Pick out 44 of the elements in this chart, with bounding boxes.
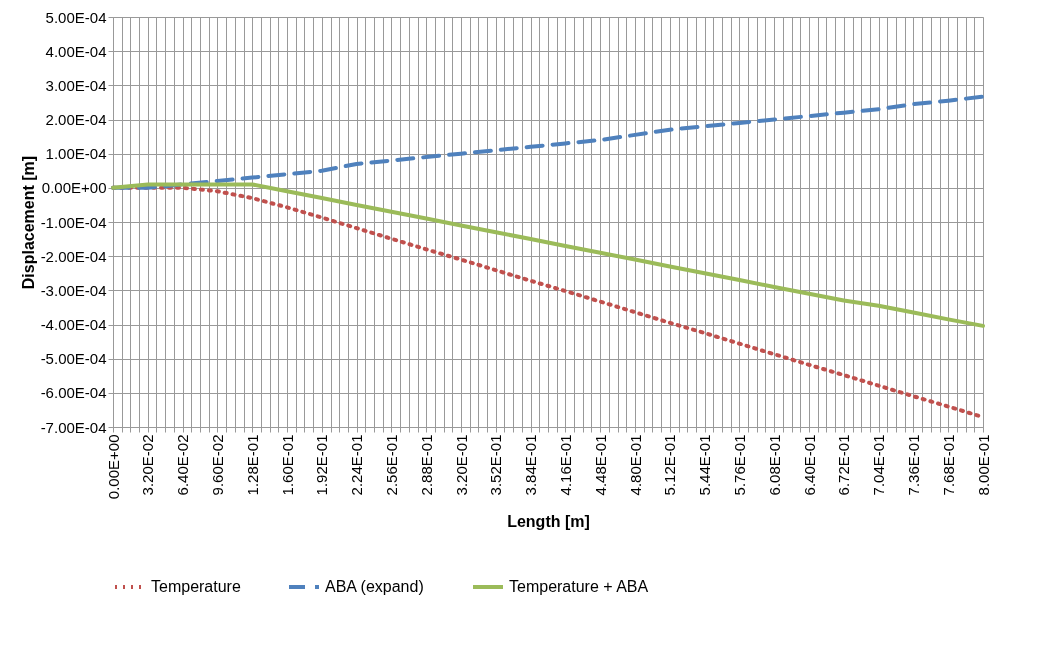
x-tick-label: 8.00E-01 — [974, 434, 992, 496]
x-tick-label: 7.04E-01 — [870, 434, 888, 496]
legend-label: Temperature — [151, 578, 241, 595]
y-tick-label: 0.00E+00 — [41, 179, 107, 197]
x-tick-label: 2.88E-01 — [417, 434, 435, 496]
x-axis-title: Length [m] — [507, 513, 590, 531]
x-tick-label: 2.56E-01 — [382, 434, 400, 496]
x-tick-label: 6.40E-01 — [800, 434, 818, 496]
y-tick-label: 5.00E-04 — [45, 8, 107, 26]
y-tick-label: -4.00E-04 — [40, 316, 107, 333]
x-tick-label: 3.52E-01 — [487, 434, 505, 496]
x-tick-label: 4.16E-01 — [556, 434, 574, 496]
x-tick-label: 6.72E-01 — [835, 434, 853, 496]
x-tick-label: 4.80E-01 — [626, 434, 644, 496]
y-tick-label: -5.00E-04 — [40, 350, 107, 368]
y-tick-label: -3.00E-04 — [40, 281, 107, 299]
x-tick-label: 5.12E-01 — [661, 434, 679, 496]
x-tick-label: 4.48E-01 — [591, 434, 609, 496]
x-tick-label: 6.08E-01 — [765, 434, 783, 496]
x-tick-label: 9.60E-02 — [208, 434, 226, 496]
y-tick-label: -6.00E-04 — [40, 384, 107, 402]
y-tick-label: -7.00E-04 — [40, 418, 107, 436]
legend-label: ABA (expand) — [325, 578, 424, 595]
x-tick-label: 6.40E-02 — [174, 434, 192, 496]
y-tick-label: 3.00E-04 — [45, 76, 107, 94]
y-tick-label: -2.00E-04 — [40, 247, 107, 265]
x-tick-label: 7.36E-01 — [904, 434, 922, 496]
y-tick-label: 2.00E-04 — [45, 111, 107, 128]
x-tick-label: 1.28E-01 — [243, 434, 261, 496]
x-tick-label: 7.68E-01 — [939, 434, 957, 496]
x-tick-label: 2.24E-01 — [348, 434, 366, 496]
x-tick-label: 3.84E-01 — [522, 434, 540, 496]
legend-label: Temperature + ABA — [509, 578, 649, 595]
x-tick-label: 3.20E-01 — [452, 434, 470, 496]
line-series — [111, 182, 985, 328]
x-tick-label: 5.44E-01 — [696, 434, 714, 496]
x-tick-label: 1.60E-01 — [278, 434, 296, 496]
x-tick-label: 1.92E-01 — [313, 434, 331, 496]
x-tick-label: 5.76E-01 — [730, 434, 748, 496]
y-tick-label: 1.00E-04 — [45, 145, 107, 163]
y-axis-title: Displacement [m] — [19, 155, 37, 290]
y-tick-label: -1.00E-04 — [40, 213, 107, 231]
y-tick-label: 4.00E-04 — [45, 42, 107, 60]
x-tick-label: 3.20E-02 — [139, 434, 157, 496]
